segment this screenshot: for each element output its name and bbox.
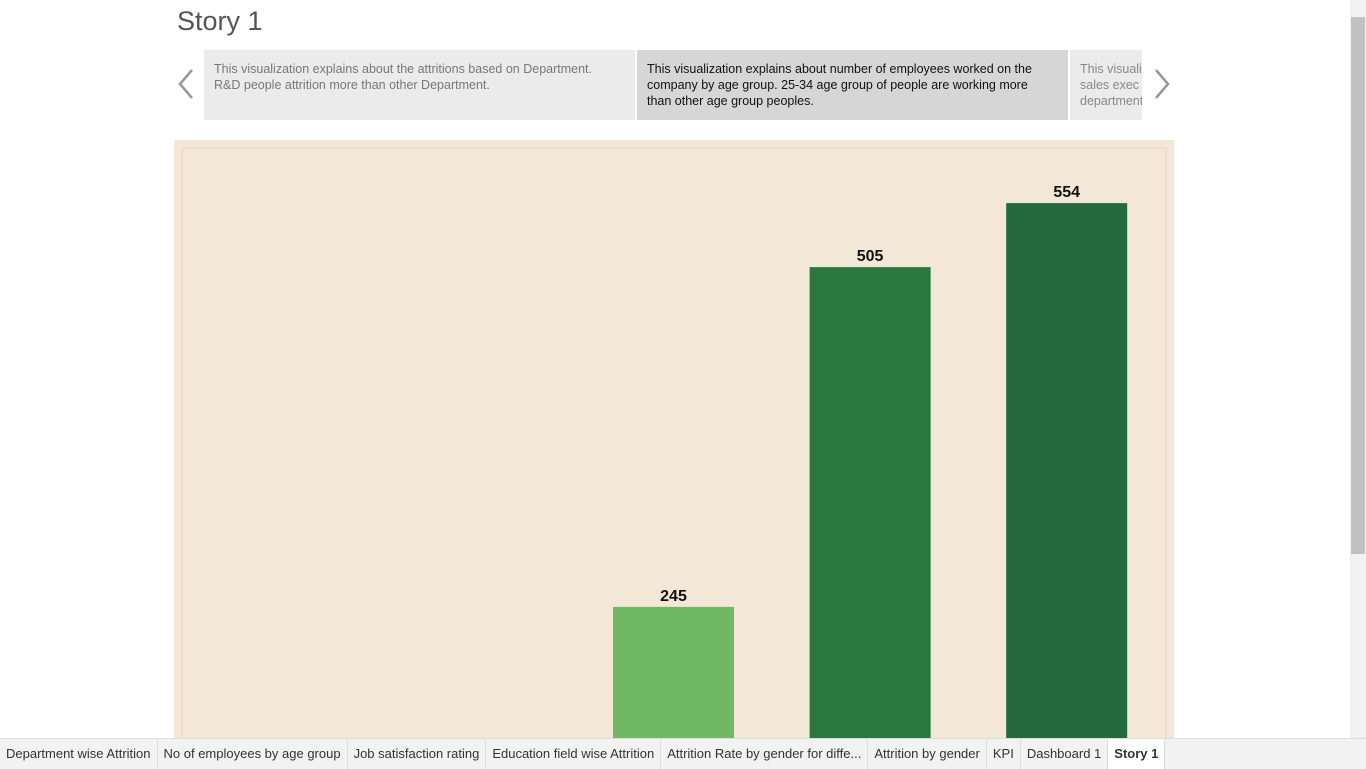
data-label: 554: [1053, 184, 1080, 201]
story-point-line: sales exec: [1080, 78, 1140, 92]
story-point-line: This visualization explains about the at…: [214, 62, 592, 76]
sheet-tab[interactable]: KPI: [987, 739, 1021, 769]
story-point-line: This visualization explains about number…: [647, 62, 1032, 76]
story-point-line: department: [1080, 94, 1142, 108]
story-title: Story 1: [177, 6, 263, 36]
bar: [613, 606, 734, 738]
scroll-thumb[interactable]: [1351, 17, 1365, 554]
sheet-tab[interactable]: Story 1: [1108, 739, 1166, 769]
story-point-line: company by age group. 25-34 age group of…: [647, 78, 1028, 92]
bar: [809, 267, 931, 738]
data-label: 245: [660, 588, 687, 605]
story-point-line: This visuali: [1080, 62, 1142, 76]
sheet-tab[interactable]: Attrition by gender: [868, 739, 987, 769]
data-label: 505: [857, 248, 884, 265]
story-point[interactable]: This visualization explains about the at…: [204, 50, 635, 120]
chart-border: [181, 147, 1167, 738]
sheet-tab[interactable]: No of employees by age group: [158, 739, 348, 769]
sheet-tab[interactable]: Education field wise Attrition: [486, 739, 662, 769]
bar: [1006, 203, 1128, 738]
story-point-line: than other age group peoples.: [647, 94, 814, 108]
story-point[interactable]: This visualization explains about number…: [637, 50, 1068, 120]
next-arrow[interactable]: [1152, 68, 1172, 100]
sheet-tabs: Department wise Attrition No of employees…: [0, 738, 1366, 769]
prev-arrow[interactable]: [177, 68, 197, 100]
sheet-tab[interactable]: Job satisfaction rating: [348, 739, 487, 769]
chart-area: 245 505 554: [174, 140, 1174, 738]
sheet-tab[interactable]: Dashboard 1: [1021, 739, 1109, 769]
story-point-line: R&D people attrition more than other Dep…: [214, 78, 490, 92]
chart: 245 505 554: [181, 147, 1167, 738]
sheet-tab[interactable]: Department wise Attrition: [0, 739, 158, 769]
story-point[interactable]: This visuali sales exec department: [1070, 50, 1142, 120]
sheet-tab[interactable]: Attrition Rate by gender for diffe...: [661, 739, 869, 769]
